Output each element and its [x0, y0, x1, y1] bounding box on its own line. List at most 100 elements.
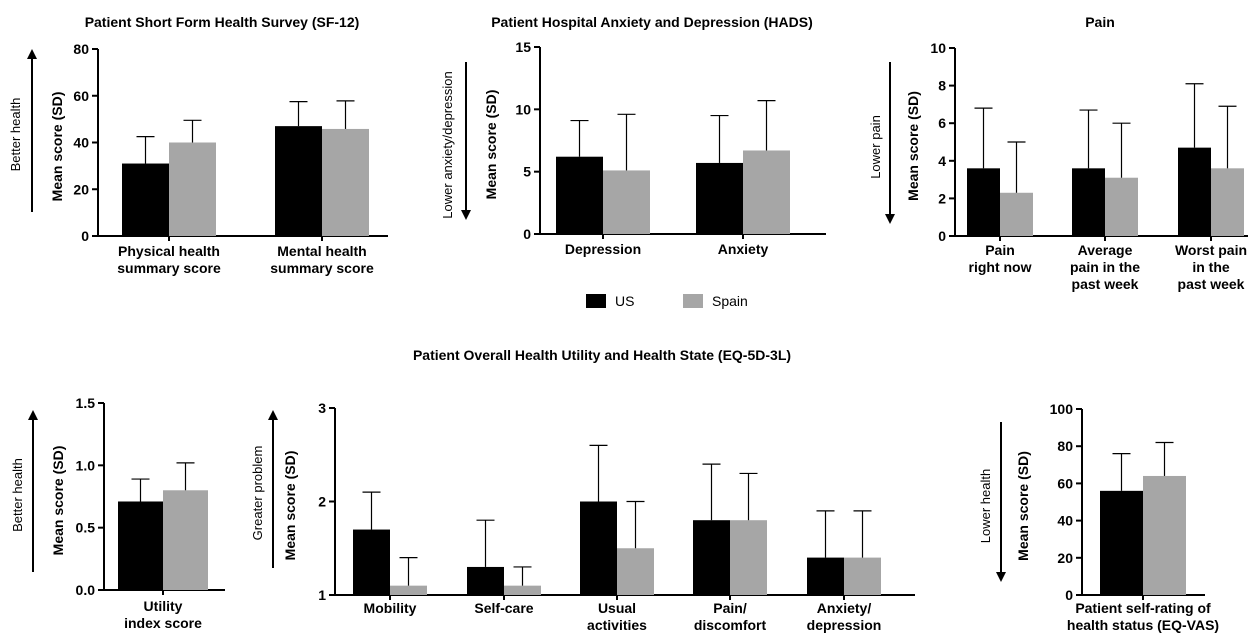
category-label: Pain — [985, 242, 1015, 258]
y-tick-label: 3 — [318, 400, 326, 416]
category-label: Worst pain — [1175, 242, 1247, 258]
y-tick-label: 20 — [1057, 550, 1073, 566]
y-tick-label: 0 — [523, 226, 531, 242]
y-axis-label: Mean score (SD) — [49, 92, 65, 202]
arrow-head-down — [885, 214, 895, 224]
y-tick-label: 40 — [73, 135, 89, 151]
category-label: Pain/ — [713, 600, 747, 616]
bar-us — [693, 520, 730, 595]
y-tick-label: 80 — [73, 41, 89, 57]
bar-us — [1100, 490, 1143, 595]
category-label: summary score — [117, 260, 221, 276]
chart-dims: 1 2 3 Mean score (SD) Greater problem Mobilit… — [250, 400, 915, 633]
y-tick-label: 1.0 — [76, 457, 96, 473]
y-tick-label: 2 — [318, 494, 326, 510]
y-axis-label: Mean score (SD) — [282, 451, 298, 561]
category-label: summary score — [270, 260, 374, 276]
category-label: right now — [969, 259, 1032, 275]
bar-spain — [1211, 168, 1244, 236]
chart-title: Patient Hospital Anxiety and Depression … — [491, 14, 813, 30]
chart-title: Patient Short Form Health Survey (SF-12) — [85, 14, 360, 30]
category-label: pain in the — [1070, 259, 1140, 275]
legend-swatch — [586, 294, 606, 308]
bar-spain — [743, 150, 790, 234]
chart-sf12: Patient Short Form Health Survey (SF-12)… — [8, 14, 388, 276]
y-tick-label: 60 — [1057, 475, 1073, 491]
arrow-head-down — [461, 210, 471, 220]
bar-spain — [163, 490, 208, 590]
y-tick-label: 100 — [1050, 401, 1074, 417]
y-axis-label: Mean score (SD) — [50, 446, 66, 556]
y-tick-label: 40 — [1057, 513, 1073, 529]
category-label: in the — [1192, 259, 1230, 275]
y-axis-label: Mean score (SD) — [1015, 451, 1031, 561]
y-tick-label: 10 — [930, 40, 946, 56]
legend: US Spain — [586, 293, 748, 309]
bar-us — [118, 501, 163, 590]
bar-spain — [1143, 475, 1186, 595]
bar-spain — [844, 557, 881, 595]
category-label: index score — [124, 615, 202, 631]
bar-us — [275, 126, 322, 236]
direction-label: Lower anxiety/depression — [440, 71, 455, 218]
y-tick-label: 60 — [73, 88, 89, 104]
category-label: Physical health — [118, 243, 220, 259]
y-axis-label: Mean score (SD) — [483, 90, 499, 200]
category-label: Mobility — [364, 600, 417, 616]
category-label: Anxiety — [718, 241, 769, 257]
y-tick-label: 1.5 — [76, 395, 96, 411]
y-tick-label: 20 — [73, 181, 89, 197]
y-tick-label: 0 — [81, 228, 89, 244]
chart-hads: Patient Hospital Anxiety and Depression … — [440, 14, 826, 257]
bar-spain — [390, 585, 427, 595]
direction-label: Better health — [8, 98, 23, 172]
y-tick-label: 4 — [938, 153, 946, 169]
category-label: Self-care — [474, 600, 533, 616]
chart-pain: Pain 0 2 4 6 8 10 Mean score (SD) Lower pain Pain… — [868, 14, 1248, 292]
bar-us — [556, 156, 603, 234]
bar-spain — [1000, 192, 1033, 236]
arrow-head-up — [268, 410, 278, 420]
category-label: discomfort — [694, 617, 767, 633]
bar-us — [580, 501, 617, 595]
category-label: health status (EQ-VAS) — [1067, 617, 1219, 633]
arrow-head-up — [27, 49, 37, 59]
y-tick-label: 80 — [1057, 438, 1073, 454]
y-tick-label: 15 — [515, 39, 531, 55]
direction-label: Lower pain — [868, 115, 883, 179]
bar-us — [353, 529, 390, 595]
category-label: Anxiety/ — [817, 600, 872, 616]
chart-vas: 0 20 40 60 80 100 Mean score (SD) Lower health P… — [978, 401, 1219, 633]
category-label: Depression — [565, 241, 641, 257]
bar-us — [807, 557, 844, 595]
category-label: depression — [807, 617, 882, 633]
chart-title: Pain — [1085, 14, 1115, 30]
direction-label: Greater problem — [250, 446, 265, 541]
category-label: past week — [1178, 276, 1245, 292]
category-label: activities — [587, 617, 647, 633]
bar-us — [696, 162, 743, 234]
arrow-head-up — [28, 410, 38, 420]
category-label: Mental health — [277, 243, 366, 259]
y-tick-label: 10 — [515, 101, 531, 117]
chart-utility: 0.0 0.5 1.0 1.5 Mean score (SD) Better health… — [10, 395, 225, 631]
y-tick-label: 0 — [1065, 587, 1073, 603]
direction-label: Better health — [10, 458, 25, 532]
category-label: Patient self-rating of — [1075, 600, 1211, 616]
bar-spain — [504, 585, 541, 595]
y-tick-label: 0 — [938, 228, 946, 244]
bar-us — [1072, 168, 1105, 236]
bar-spain — [1105, 177, 1138, 236]
bar-us — [467, 566, 504, 595]
arrow-head-down — [996, 572, 1006, 582]
y-tick-label: 8 — [938, 78, 946, 94]
y-axis-label: Mean score (SD) — [905, 91, 921, 201]
bar-us — [1178, 147, 1211, 236]
y-tick-label: 0.0 — [76, 582, 96, 598]
bar-spain — [730, 520, 767, 595]
category-label: Average — [1078, 242, 1133, 258]
bar-spain — [322, 128, 369, 236]
y-tick-label: 6 — [938, 115, 946, 131]
bar-spain — [169, 142, 216, 236]
